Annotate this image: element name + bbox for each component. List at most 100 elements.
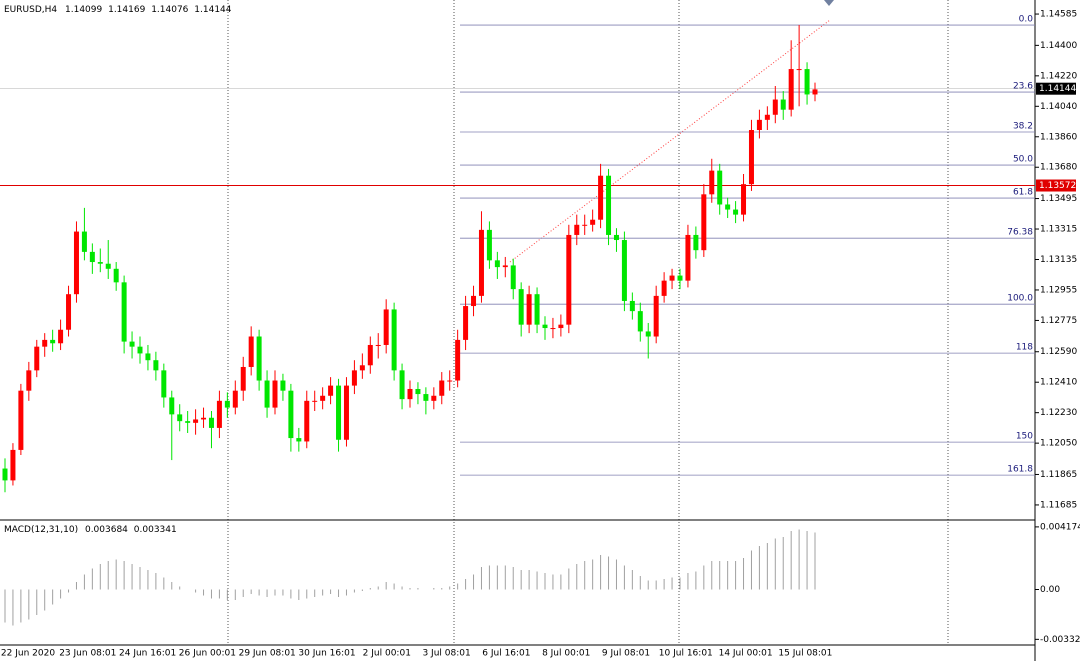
y-tick-label: 1.12955 <box>1040 285 1077 295</box>
candle-body <box>240 366 246 391</box>
candle-body <box>264 380 270 408</box>
candle-body <box>717 170 723 205</box>
fib-label: 100.0 <box>1007 294 1033 304</box>
x-tick-label: 24 Jun 16:01 <box>119 649 176 659</box>
candle-body <box>113 268 119 283</box>
symbol: EURUSD,H4 <box>4 5 57 15</box>
candle-body <box>478 229 484 296</box>
candle-body <box>526 294 532 325</box>
candle-body <box>34 346 40 371</box>
x-tick-label: 26 Jun 00:01 <box>179 649 236 659</box>
y-tick-label: 1.14400 <box>1040 41 1077 51</box>
candle-body <box>566 234 572 325</box>
x-tick-label: 10 Jul 16:01 <box>659 649 713 659</box>
trend-line <box>509 19 831 263</box>
candle-body <box>193 419 199 423</box>
shift-marker <box>824 0 834 6</box>
candle-body <box>518 289 524 325</box>
candle-body <box>621 240 627 301</box>
candle-body <box>216 400 222 428</box>
candle-body <box>574 224 580 235</box>
candle-body <box>26 370 32 391</box>
candle-body <box>343 385 349 440</box>
candle-body <box>383 309 389 345</box>
candle-body <box>201 417 207 420</box>
candle-body <box>653 295 659 337</box>
candle-body <box>367 344 373 366</box>
candle-body <box>185 421 191 423</box>
candle-body <box>224 400 230 408</box>
candle-body <box>177 414 183 422</box>
x-tick-label: 23 Jun 08:01 <box>59 649 116 659</box>
y-tick-label: 1.12410 <box>1040 378 1077 388</box>
fib-label: 161.8 <box>1007 465 1033 475</box>
candle-body <box>121 282 127 342</box>
fib-label: 38.2 <box>1013 122 1033 132</box>
y-tick-label: 1.14040 <box>1040 102 1077 112</box>
candle-body <box>733 209 739 215</box>
candle-body <box>613 234 619 241</box>
x-tick-label: 14 Jul 00:01 <box>719 649 773 659</box>
low: 1.14076 <box>151 5 188 15</box>
open: 1.14099 <box>65 5 102 15</box>
y-tick-label: 1.13315 <box>1040 225 1077 235</box>
candle-body <box>89 251 95 263</box>
candle-body <box>431 395 437 401</box>
candle-body <box>320 395 326 401</box>
y-tick-label: 1.13495 <box>1040 194 1077 204</box>
candle-body <box>105 263 111 269</box>
header: EURUSD,H4 1.14099 1.14169 1.14076 1.1414… <box>4 5 232 15</box>
candle-body <box>272 380 278 408</box>
close: 1.14144 <box>194 5 231 15</box>
y-tick-label: 1.13135 <box>1040 255 1077 265</box>
candle-body <box>248 336 254 367</box>
candle-body <box>97 262 103 264</box>
candle-body <box>812 89 818 95</box>
candle-body <box>415 388 421 395</box>
candle-body <box>542 324 548 329</box>
candle-body <box>81 231 87 252</box>
candle-body <box>645 331 651 337</box>
x-tick-label: 22 Jun 2020 <box>1 649 55 659</box>
candle-body <box>359 365 365 371</box>
macd-y-tick-label: 0.004174 <box>1040 522 1080 532</box>
y-tick-label: 1.14585 <box>1040 10 1077 20</box>
candle-body <box>280 380 286 391</box>
candle-body <box>129 341 135 347</box>
candle-body <box>550 328 556 330</box>
y-tick-label: 1.14220 <box>1040 71 1077 81</box>
candle-body <box>10 449 16 481</box>
y-tick-label: 1.12230 <box>1040 408 1077 418</box>
candle-body <box>582 224 588 226</box>
x-tick-label: 2 Jul 00:01 <box>363 649 411 659</box>
macd-value: 0.003684 <box>85 525 128 535</box>
candle-body <box>351 370 357 386</box>
macd-header: MACD(12,31,10) 0.003684 0.003341 <box>4 525 177 535</box>
price-box <box>1036 82 1076 95</box>
y-tick-label: 1.12050 <box>1040 439 1077 449</box>
candle-body <box>685 234 691 281</box>
candle-body <box>399 370 405 400</box>
candle-body <box>328 385 334 396</box>
candle-body <box>407 388 413 400</box>
x-tick-label: 30 Jun 16:01 <box>298 649 355 659</box>
y-tick-label: 1.12590 <box>1040 347 1077 357</box>
candle-body <box>336 385 342 440</box>
candle-body <box>463 306 469 340</box>
candle-body <box>637 311 643 332</box>
candle-body <box>796 69 802 71</box>
candle-body <box>2 468 8 481</box>
candle-body <box>788 69 794 110</box>
x-tick-label: 15 Jul 08:01 <box>778 649 832 659</box>
candle-body <box>661 280 667 296</box>
candle-body <box>756 119 762 130</box>
candle-body <box>494 260 500 268</box>
price-box <box>1036 179 1076 192</box>
macd-y-tick-label: -0.003323 <box>1040 635 1080 645</box>
candle-body <box>606 175 612 235</box>
candle-body <box>534 294 540 325</box>
x-tick-label: 29 Jun 08:01 <box>239 649 296 659</box>
candle-body <box>629 300 635 312</box>
x-tick-label: 8 Jul 00:01 <box>542 649 590 659</box>
